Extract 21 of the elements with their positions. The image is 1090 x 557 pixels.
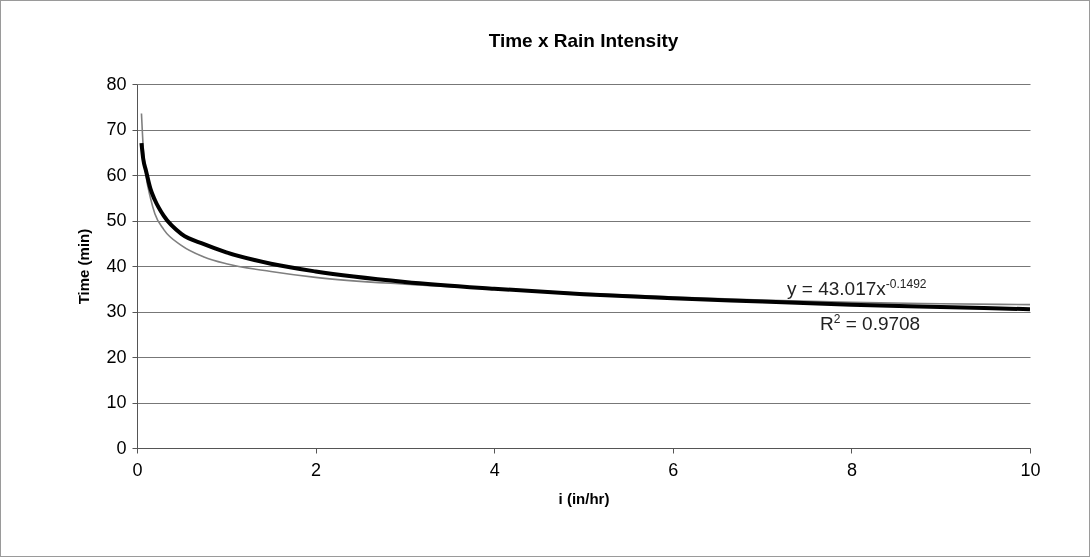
x-tick-label: 6 xyxy=(668,459,679,480)
x-tick-label: 4 xyxy=(489,459,500,480)
line-series xyxy=(139,141,1030,312)
x-tick-label: 8 xyxy=(846,459,857,480)
annotation: y = 43.017x$^{-0.1492}$ xyxy=(787,277,927,301)
annotation: R$^{2}$ = 0.9708 xyxy=(820,312,921,336)
chart-title: Time x Rain Intensity xyxy=(488,30,679,51)
y-tick-label: 70 xyxy=(106,119,127,139)
y-tick-label: 60 xyxy=(106,164,127,185)
x-tick-label: 10 xyxy=(1020,459,1041,480)
y-tick-label: 10 xyxy=(106,392,127,412)
x-axis-title: i (in/hr) xyxy=(558,489,610,507)
x-tick-label: 2 xyxy=(311,459,322,480)
y-tick-label: 50 xyxy=(106,210,127,230)
x-tick-label: 0 xyxy=(132,459,143,480)
y-tick-label: 30 xyxy=(106,301,127,321)
y-tick-label: 0 xyxy=(116,437,127,458)
y-axis-title: Time (min) xyxy=(75,228,93,305)
y-tick-label: 20 xyxy=(106,346,127,367)
y-tick-label: 80 xyxy=(106,73,127,94)
y-tick-label: 40 xyxy=(106,255,127,276)
